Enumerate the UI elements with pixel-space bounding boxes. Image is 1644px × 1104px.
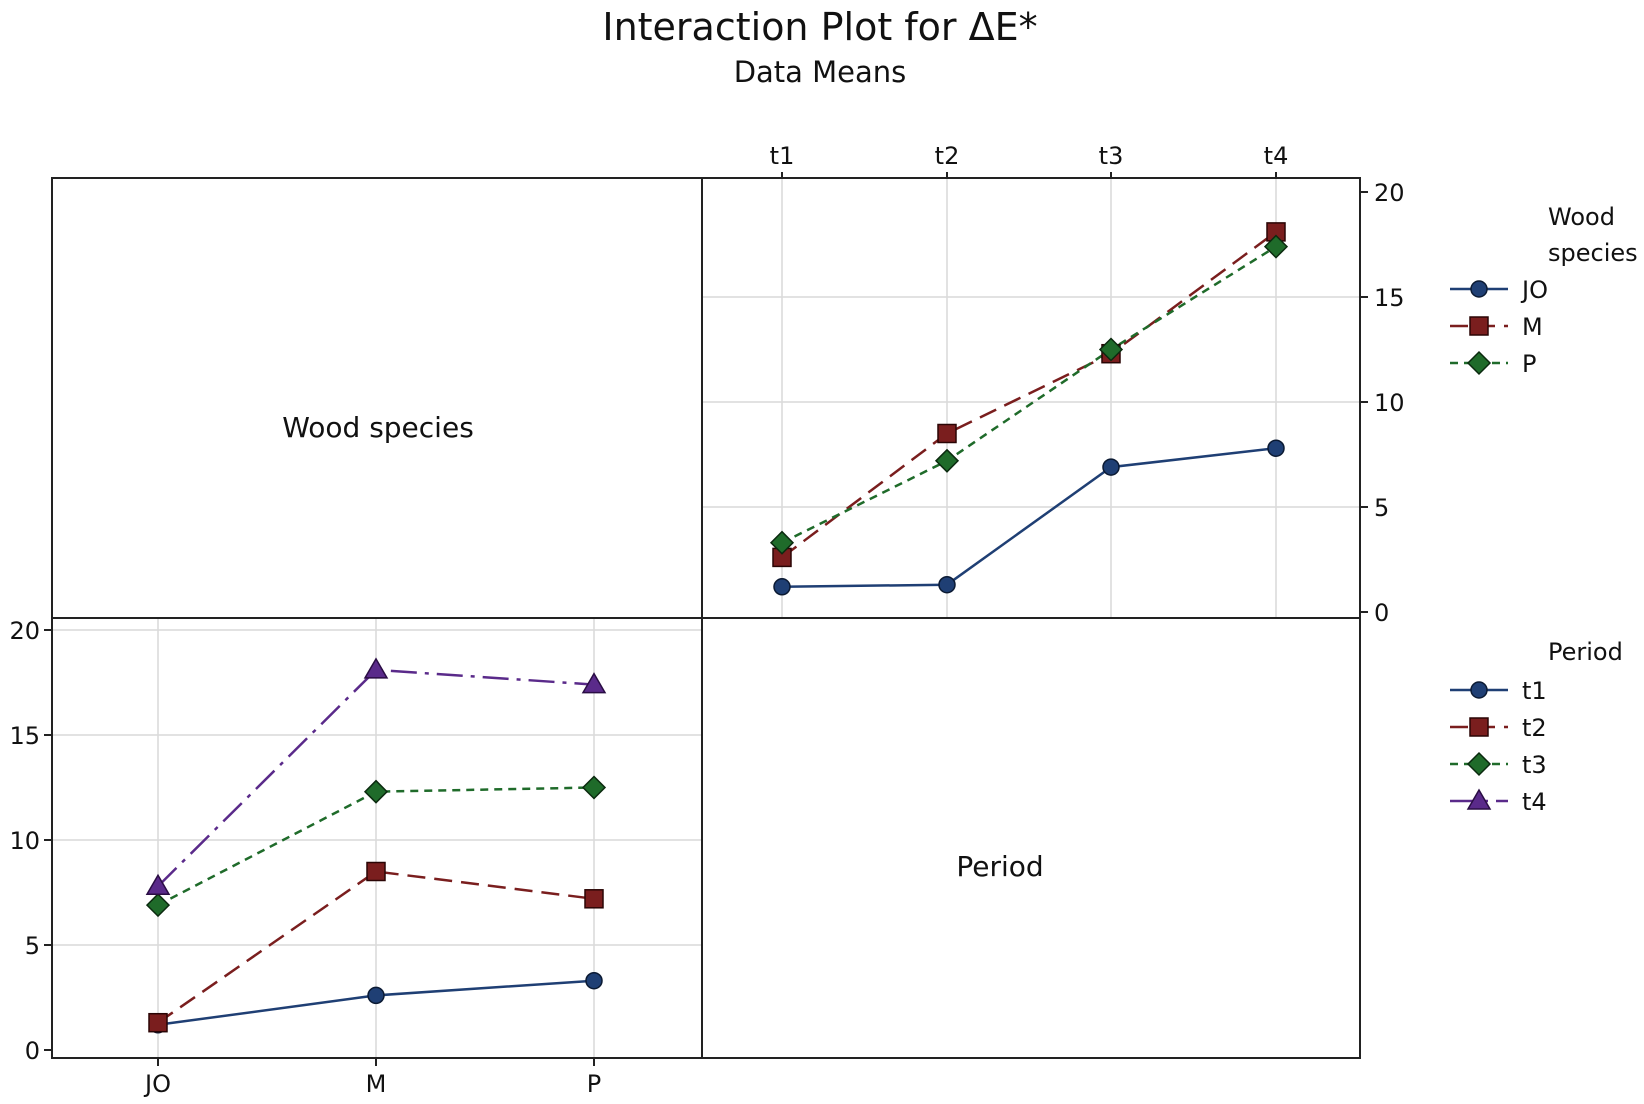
- tick-label-right-15: 15: [1374, 284, 1405, 312]
- point-t4-P: [581, 672, 607, 694]
- legend-label-M: M: [1522, 313, 1543, 341]
- tick-label-top-t2: t2: [935, 142, 960, 170]
- point-P-t2: [934, 448, 960, 473]
- series-line-M: [781, 230, 1277, 559]
- grid-layer: [52, 178, 1360, 1058]
- legend-marker-P: [1466, 350, 1492, 376]
- point-M-t2: [937, 423, 957, 444]
- legend-marker-t2: [1469, 717, 1489, 737]
- point-P-t1: [769, 530, 795, 555]
- point-JO-t2: [938, 575, 956, 594]
- tick-label-right-5: 5: [1374, 494, 1389, 522]
- point-t1-M: [367, 986, 385, 1005]
- legend-title-wood-line2: species: [1548, 239, 1638, 267]
- legend-label-t1: t1: [1522, 677, 1547, 705]
- point-t4-JO: [145, 873, 171, 895]
- chart-title: Interaction Plot for ΔE*: [602, 5, 1037, 49]
- series-line-P: [781, 245, 1277, 544]
- tick-label-left-5: 5: [25, 932, 40, 960]
- legend-label-t3: t3: [1522, 751, 1547, 779]
- series-line-JO: [781, 446, 1277, 589]
- tick-label-bottom-M: M: [366, 1070, 387, 1098]
- tick-label-top-t3: t3: [1099, 142, 1124, 170]
- panel-frames: [51, 177, 1361, 1059]
- tick-label-right-10: 10: [1374, 389, 1405, 417]
- point-t3-JO: [145, 893, 171, 918]
- tick-label-right-0: 0: [1374, 599, 1389, 627]
- series-line-t2: [157, 870, 595, 1024]
- legend-title-wood-line1: Wood: [1548, 203, 1615, 231]
- chart-subtitle: Data Means: [734, 55, 907, 89]
- tick-label-left-15: 15: [9, 722, 40, 750]
- legend-title-period: Period: [1548, 638, 1623, 666]
- point-t1-P: [585, 971, 603, 990]
- point-JO-t4: [1267, 439, 1285, 457]
- point-JO-t3: [1102, 458, 1120, 476]
- point-t3-P: [581, 775, 607, 800]
- legend-marker-t3: [1466, 751, 1492, 777]
- legend-marker-M: [1469, 316, 1489, 336]
- tick-layer: t1 t2 t3 t4 0 5 10 15 20 0 5 10 15 20 JO M P: [9, 142, 1404, 1098]
- point-P-t4: [1263, 234, 1289, 259]
- panel-frame-top-left: [51, 177, 703, 619]
- point-P-t3: [1098, 337, 1124, 362]
- tick-label-right-20: 20: [1374, 179, 1405, 207]
- tick-label-left-0: 0: [25, 1037, 40, 1065]
- tick-label-top-t1: t1: [770, 142, 795, 170]
- tick-label-left-10: 10: [9, 827, 40, 855]
- panel-frame-bottom-right: [701, 617, 1361, 1059]
- series-layer: [145, 222, 1289, 1034]
- point-t4-M: [363, 657, 389, 679]
- legend-label-t4: t4: [1522, 788, 1547, 816]
- tick-label-bottom-JO: JO: [143, 1070, 171, 1098]
- tick-label-left-20: 20: [9, 617, 40, 645]
- point-t3-M: [363, 779, 389, 804]
- point-t2-P: [584, 889, 604, 909]
- legend-label-P: P: [1522, 350, 1536, 378]
- facet-label-wood-species: Wood species: [282, 411, 474, 444]
- point-JO-t1: [773, 578, 791, 596]
- point-t2-JO: [148, 1012, 168, 1033]
- facet-label-period: Period: [956, 850, 1043, 883]
- legend-label-JO: JO: [1520, 276, 1548, 304]
- legend-marker-JO: [1470, 280, 1488, 298]
- legend-label-t2: t2: [1522, 714, 1547, 742]
- tick-label-top-t4: t4: [1264, 142, 1289, 170]
- legend-marker-t4: [1466, 788, 1492, 810]
- point-t2-M: [366, 861, 386, 882]
- tick-label-bottom-P: P: [587, 1070, 601, 1098]
- legend-marker-t1: [1470, 681, 1488, 699]
- series-line-t4: [157, 668, 595, 888]
